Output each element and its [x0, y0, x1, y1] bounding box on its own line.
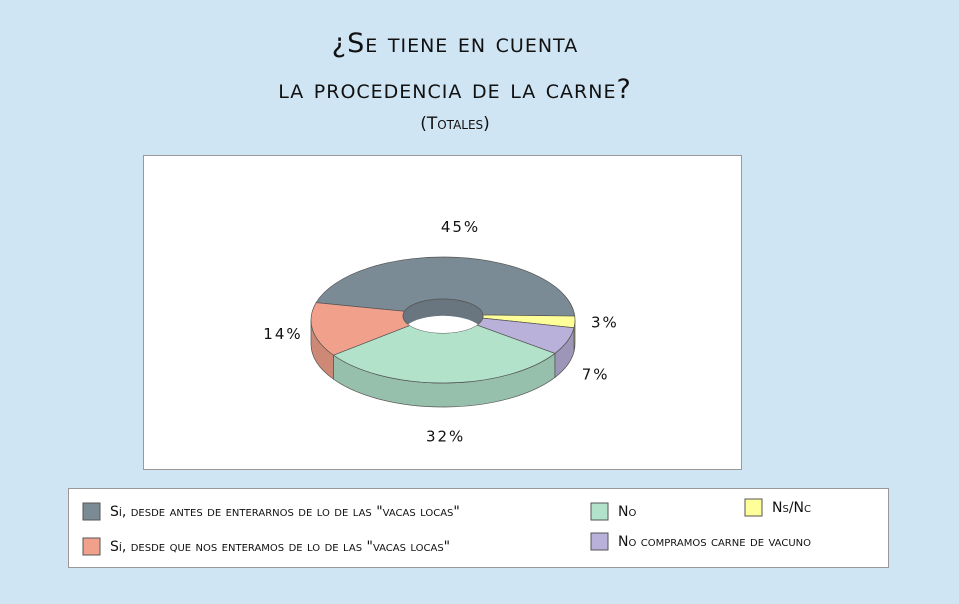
legend-swatch — [590, 532, 609, 551]
data-label: 7% — [582, 366, 610, 384]
legend-label: Sí, desde que nos enteramos de lo de las… — [110, 539, 450, 555]
data-label: 32% — [426, 427, 465, 445]
data-label: 14% — [263, 325, 302, 343]
hole-floor — [403, 315, 483, 333]
legend-label: No — [618, 504, 636, 520]
legend-label: No compramos carne de vacuno — [618, 534, 811, 550]
legend-swatch — [82, 502, 101, 521]
chart-title: ¿Se tiene en cuenta — [331, 28, 579, 59]
legend-swatch — [744, 498, 763, 517]
data-label: 3% — [591, 313, 619, 331]
legend — [68, 488, 889, 568]
data-label: 45% — [441, 218, 480, 236]
legend-swatch — [82, 537, 101, 556]
legend-label: Sí, desde antes de enterarnos de lo de l… — [110, 504, 460, 520]
chart-title: la procedencia de la carne? — [278, 74, 632, 105]
chart-subtitle: (Totales) — [420, 114, 490, 134]
legend-label: Ns/Nc — [772, 500, 811, 516]
legend-swatch — [590, 502, 609, 521]
